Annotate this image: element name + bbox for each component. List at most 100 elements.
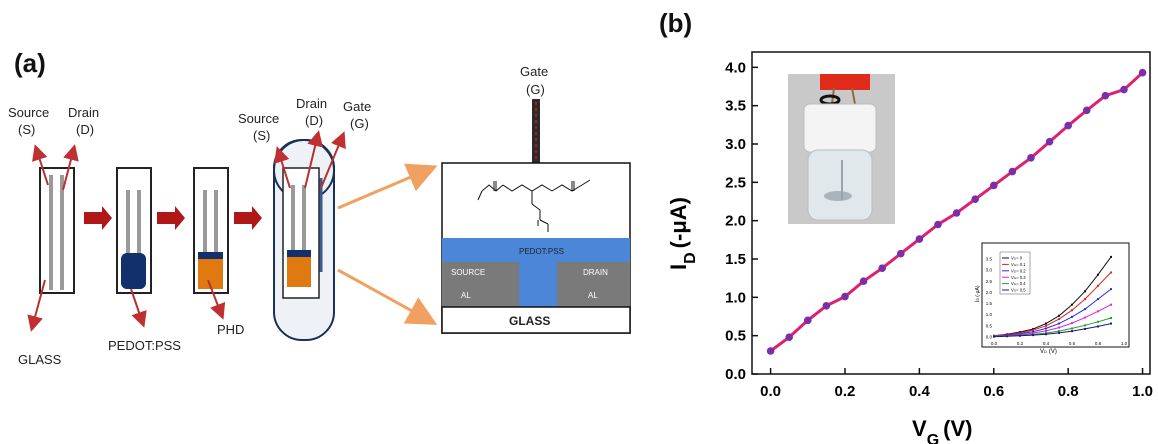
data-point	[896, 249, 905, 258]
inset-x-tick-label: 0.0	[991, 341, 998, 346]
inset-y-tick-label: 2.0	[986, 290, 993, 295]
inset-series-line	[993, 272, 1112, 337]
device-photo	[788, 74, 895, 224]
data-point	[1045, 137, 1054, 146]
step4-source-abbr: (S)	[253, 128, 270, 143]
main-plot: 0.00.51.01.52.02.53.03.54.00.0 0.2 0.4 0.6 0…	[725, 59, 1153, 400]
glass-substrate	[441, 306, 631, 334]
panel-b-label: (b)	[659, 8, 692, 38]
inset-data-point	[1097, 273, 1099, 276]
inset-data-point	[1032, 330, 1034, 333]
data-point	[915, 235, 924, 243]
inset-x-tick-label: 0.2	[1017, 341, 1024, 346]
panel-a-label: (a)	[14, 48, 46, 78]
panel-b: (b) 0.0 0.5 1.0 1.5 2.0 2.5 3.0 3.5 4.0 0.0 0.2 0.4…	[659, 8, 1153, 444]
inset-data-point	[1006, 335, 1008, 338]
cs-gate-label: Gate	[520, 64, 548, 79]
x-tick-label: 1.0	[1132, 383, 1153, 400]
process-arrow	[157, 206, 185, 230]
inset-data-point	[1110, 303, 1112, 306]
inset-data-point	[1019, 334, 1021, 337]
inset-data-point	[1110, 322, 1112, 325]
data-point	[1008, 167, 1017, 176]
process-arrow	[84, 206, 112, 230]
inset-series-line	[993, 288, 1112, 337]
cross-section: Gate (G)	[441, 64, 631, 334]
step4-gate-abbr: (G)	[350, 116, 369, 131]
y-axis-title: ID (-μA)	[666, 197, 699, 270]
inset-y-title: ID(-μA)	[975, 285, 981, 302]
inset-y-tick-label: 0.5	[986, 323, 993, 328]
data-point	[1064, 121, 1072, 130]
data-point	[785, 333, 793, 342]
inset-series-line	[993, 323, 1112, 338]
step1-source-abbr: (S)	[18, 122, 35, 137]
x-axis-symbol: V	[912, 416, 927, 441]
glass-label: GLASS	[18, 352, 62, 367]
inset-data-point	[1084, 308, 1086, 311]
step2-device: PEDOT:PSS	[108, 167, 181, 353]
pedot-label: PEDOT:PSS	[108, 338, 181, 353]
inset-x-tick-label: 0.4	[1043, 341, 1050, 346]
legend-label: VG= 0.1	[1011, 262, 1026, 267]
step3-device: PHD	[193, 167, 244, 337]
legend-label: VG= 0.5	[1011, 288, 1026, 293]
data-point	[859, 277, 868, 286]
source-electrode	[442, 262, 519, 307]
inset-data-point	[1097, 284, 1099, 287]
inset-data-point	[1058, 331, 1060, 334]
legend-box	[999, 251, 1031, 295]
cs-source-label: SOURCE	[451, 268, 485, 277]
data-point	[1082, 106, 1091, 115]
phd-molecule	[477, 179, 591, 232]
inset-data-point	[1071, 330, 1073, 333]
inset-data-point	[1032, 332, 1034, 335]
inset-data-point	[1058, 322, 1060, 325]
panel-a: (a) Source (S) Drain (D) GLASS PEDOT:PSS	[8, 48, 631, 367]
y-tick-label: 1.5	[725, 251, 746, 268]
x-tick-label: 0.4	[909, 383, 931, 400]
inset-data-point	[1045, 332, 1047, 335]
y-tick-label: 0.5	[725, 328, 746, 345]
inset-data-point	[1032, 329, 1034, 332]
inset-x-tick-label: 1.0	[1121, 341, 1128, 346]
inset-data-point	[1110, 317, 1112, 319]
inset-data-point	[1058, 318, 1060, 321]
inset-series-line	[993, 256, 1112, 337]
inset-data-point	[1058, 314, 1060, 317]
x-tick-label: 0.0	[760, 383, 781, 400]
data-point	[934, 220, 942, 229]
cs-drain-metal: AL	[588, 291, 598, 300]
inset-data-point	[1084, 298, 1086, 301]
cs-glass-label: GLASS	[509, 314, 550, 328]
data-point	[1120, 85, 1128, 94]
inset-data-point	[1097, 298, 1099, 301]
y-tick-label: 1.0	[725, 289, 746, 306]
legend-label: VG= 0.2	[1011, 268, 1026, 273]
inset-data-point	[1032, 328, 1034, 331]
x-tick-label: 0.6	[983, 383, 1004, 400]
inset-x-tick-label: 0.6	[1069, 341, 1076, 346]
inset-data-point	[1084, 290, 1086, 293]
main-plot-frame	[751, 51, 1151, 375]
inset-data-point	[1110, 271, 1112, 274]
data-point	[803, 316, 812, 325]
step1-source-label: Source	[8, 105, 49, 120]
inset-legend: VG= 0VG= 0.1VG= 0.2 VG= 0.3VG= 0.4 VG= 0.5	[999, 251, 1031, 295]
inset-y-tick-label: 1.5	[986, 301, 993, 306]
process-arrow	[234, 206, 262, 230]
data-point	[971, 195, 979, 203]
inset-data-point	[1045, 324, 1047, 327]
inset-data-point	[1084, 316, 1086, 319]
inset-data-point	[1071, 309, 1073, 312]
inset-data-point	[1071, 327, 1073, 330]
inset-data-point	[1110, 288, 1112, 291]
y-tick-label: 4.0	[725, 59, 746, 76]
inset-data-point	[1032, 334, 1034, 337]
cs-source-metal: AL	[461, 291, 471, 300]
inset-y-tick-label: 2.5	[986, 279, 993, 284]
photo-cap	[803, 103, 877, 153]
inset-data-point	[1097, 310, 1099, 313]
inset-plot: 0.0 0.2 0.4 0.6 0.8 1.0 0.0 0.5 1.0 1.5 2.0 2.5 3.0 3…	[986, 255, 1128, 346]
